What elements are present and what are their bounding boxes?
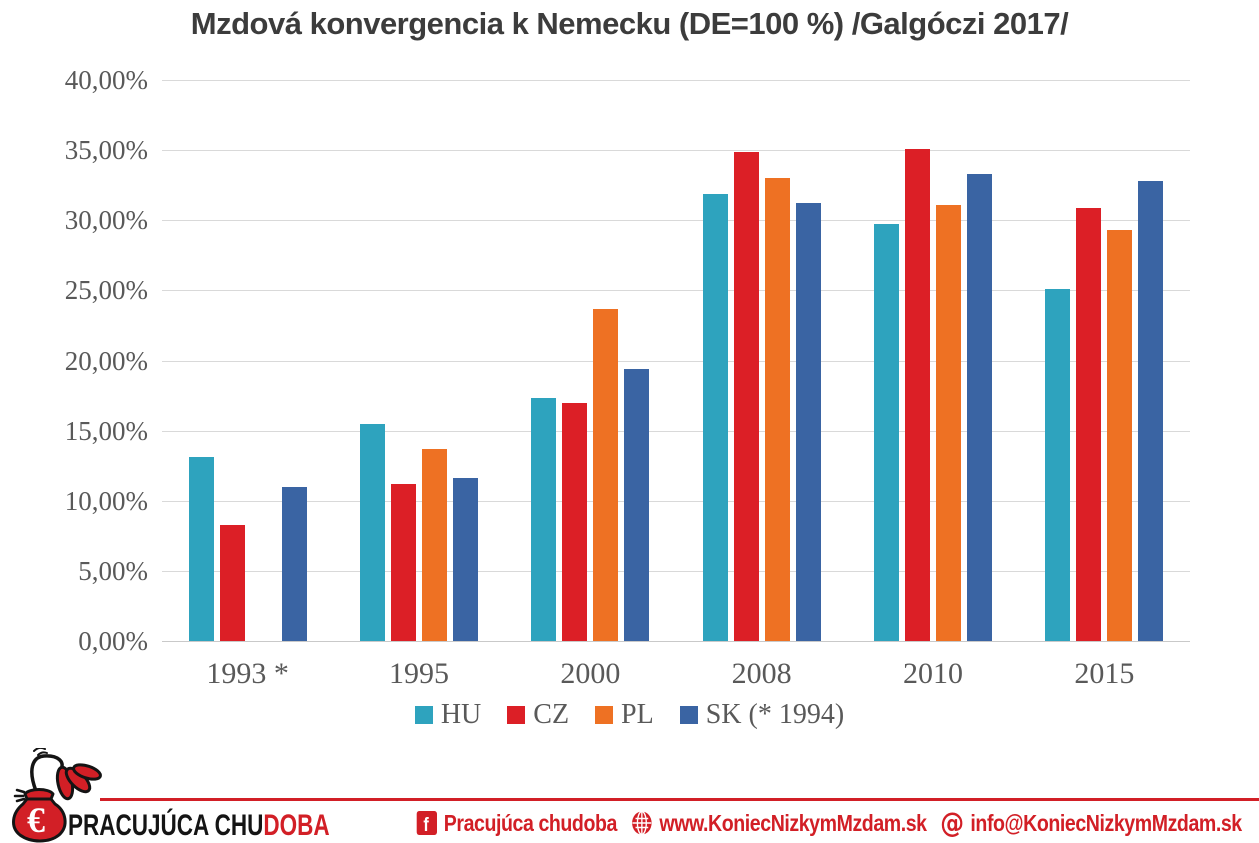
bar-SK-2008	[795, 203, 821, 641]
legend-label: HU	[440, 699, 482, 730]
y-axis-tick-label: 10,00%	[64, 485, 148, 516]
bar-PL-2010	[936, 204, 961, 641]
legend-item-CZ: CZ	[507, 701, 569, 729]
bar-SK-2010	[967, 173, 992, 641]
flower-stem	[30, 754, 64, 793]
bar-CZ-2008	[733, 151, 759, 641]
x-axis-tick-label: 2008	[731, 657, 792, 690]
bar-CZ-2010	[905, 148, 930, 641]
bar-PL-2008	[764, 178, 790, 641]
legend-label: CZ	[533, 699, 570, 730]
x-axis-tick-label: 1995	[388, 657, 449, 690]
bar-HU-2010	[874, 224, 899, 641]
footer-link-label: www.KoniecNizkymMzdam.sk	[659, 809, 928, 836]
gridline	[162, 500, 1190, 502]
footer-link-facebook[interactable]: f Pracujúca chudoba	[416, 809, 618, 837]
gridline	[162, 570, 1190, 572]
legend-swatch-icon	[679, 706, 698, 724]
footer-link-label: info@KoniecNizkymMzdam.sk	[970, 809, 1243, 836]
gridline	[162, 220, 1190, 222]
footer-link-globe[interactable]: www.KoniecNizkymMzdam.sk	[631, 810, 927, 837]
gridline	[162, 150, 1190, 152]
y-axis-tick-label: 0,00%	[78, 626, 148, 656]
bar-SK-2000	[624, 368, 650, 641]
bar-CZ-1995	[391, 483, 416, 641]
legend-label: SK (* 1994)	[705, 699, 845, 730]
footer-contact-links: f Pracujúca chudoba www.KoniecNizkymMzdam.…	[416, 806, 1242, 840]
x-axis-tick-label: 2015	[1074, 657, 1135, 690]
gridline	[162, 360, 1190, 362]
bar-HU-2000	[531, 398, 557, 641]
gridline	[162, 80, 1190, 81]
y-axis-tick-label: 15,00%	[64, 415, 148, 446]
chart-legend: HU CZ PL SK (* 1994)	[0, 701, 1259, 729]
bar-PL-2015	[1107, 230, 1133, 641]
gridline	[162, 430, 1190, 432]
footer-link-label: Pracujúca chudoba	[444, 809, 618, 836]
legend-swatch-icon	[595, 706, 614, 724]
footer-link-at[interactable]: @ info@KoniecNizkymMzdam.sk	[940, 809, 1242, 837]
at-icon: @	[940, 806, 964, 839]
brand-wordmark: PRACUJÚCA CHUDOBA	[68, 809, 330, 843]
x-axis-tick-label: 2000	[560, 657, 621, 690]
bar-HU-2008	[702, 193, 728, 641]
y-axis-tick-label: 30,00%	[64, 205, 148, 236]
legend-item-SK: SK (* 1994)	[679, 699, 845, 730]
legend-swatch-icon	[414, 706, 433, 724]
money-bag-icon: €	[12, 788, 67, 843]
legend-item-HU: HU	[414, 699, 482, 730]
bar-PL-2000	[593, 308, 619, 641]
facebook-icon: f	[416, 811, 438, 835]
footer-divider-line	[100, 798, 1259, 801]
brand-text-red: DOBA	[263, 809, 330, 842]
bar-CZ-2015	[1076, 207, 1102, 641]
x-axis-tick-label: 2010	[902, 657, 963, 690]
gridline	[162, 641, 1190, 642]
legend-swatch-icon	[507, 706, 526, 724]
bar-CZ-1993	[219, 524, 245, 641]
pracujuca-chudoba-logo-icon: €	[12, 748, 102, 843]
bar-SK-1995	[453, 478, 478, 641]
bar-CZ-2000	[562, 402, 588, 641]
bar-HU-2015	[1045, 288, 1071, 641]
legend-item-PL: PL	[595, 701, 654, 729]
brand-text-black: PRACUJÚCA CHU	[68, 809, 264, 842]
bar-SK-2015	[1138, 180, 1164, 641]
bar-HU-1995	[360, 423, 385, 641]
bar-PL-1995	[422, 448, 447, 641]
gridline	[162, 290, 1190, 292]
legend-label: PL	[621, 699, 654, 730]
svg-text:f: f	[424, 814, 429, 835]
globe-icon	[631, 810, 653, 836]
y-axis-tick-label: 25,00%	[64, 275, 148, 306]
euro-symbol: €	[27, 800, 45, 840]
chart-title: Mzdová konvergencia k Nemecku (DE=100 %)…	[190, 6, 1069, 41]
bar-SK-1993	[281, 486, 307, 641]
bar-HU-1993	[188, 457, 214, 641]
y-axis-tick-label: 35,00%	[64, 135, 148, 166]
y-axis-tick-label: 40,00%	[64, 65, 148, 95]
flower-blossom	[55, 763, 102, 801]
y-axis-tick-label: 5,00%	[78, 555, 148, 586]
y-axis-tick-label: 20,00%	[64, 345, 148, 376]
x-axis-tick-label: 1993 *	[206, 657, 289, 690]
